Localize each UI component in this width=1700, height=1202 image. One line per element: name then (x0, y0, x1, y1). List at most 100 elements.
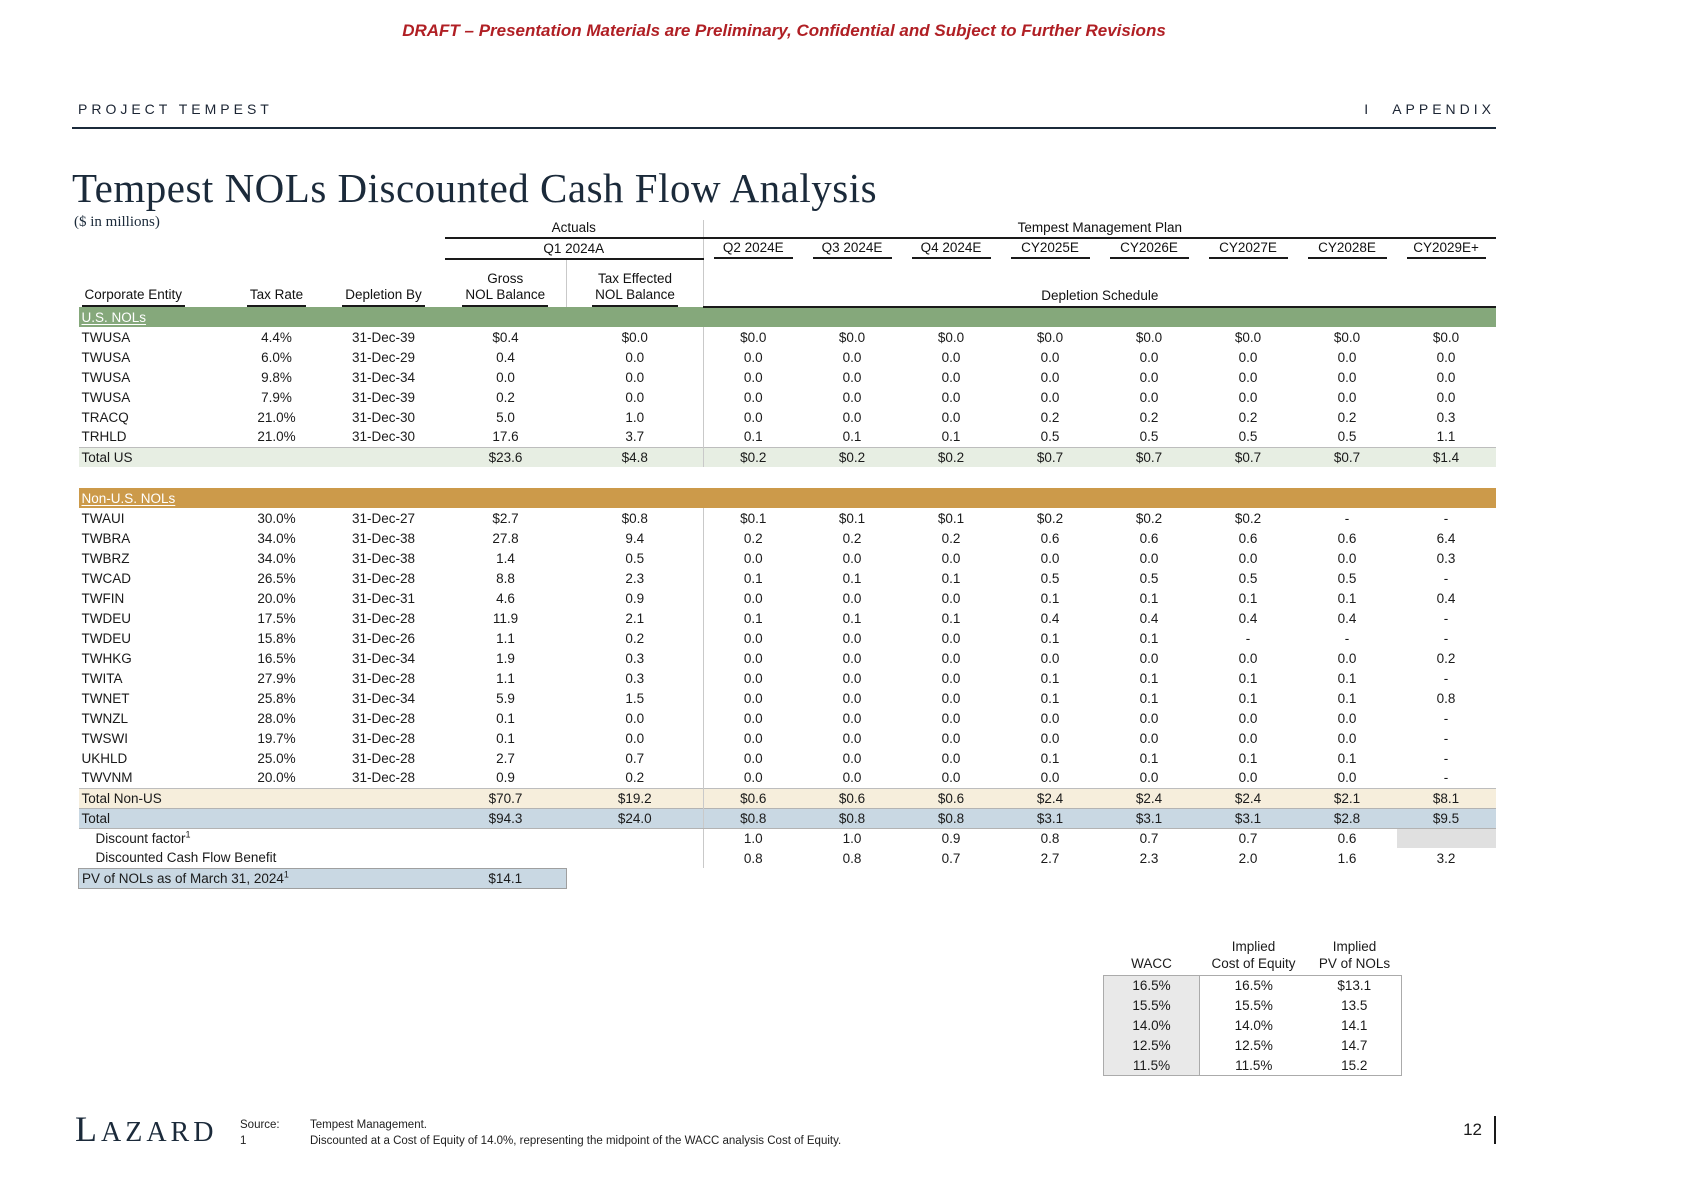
depletion-schedule-header: Depletion Schedule (702, 259, 1496, 308)
non-us-nol-row: TWDEU 15.8% 31-Dec-26 1.1 0.2 0.0 0.0 0.0 0.1 0.1… (79, 628, 1496, 648)
value-cell: 0.8 (703, 848, 803, 868)
value-cell: 0.0 (842, 690, 862, 706)
entity-cell: TWNZL (81, 710, 129, 726)
lazard-logo: LAZARD (75, 1109, 218, 1149)
value-cell: $0.6 (802, 787, 902, 808)
value-cell (445, 828, 567, 848)
page-title: Tempest NOLs Discounted Cash Flow Analys… (72, 165, 878, 211)
value-cell: 0.2 (1238, 409, 1258, 425)
value-cell: 31-Dec-29 (351, 349, 416, 365)
pv-of-nols-row: PV of NOLs as of March 31, 20241 $14.1 (78, 867, 1496, 889)
wacc-column-header: WACC (1131, 956, 1172, 971)
value-cell: 0.0 (842, 650, 862, 666)
value-cell: $2.4 (1099, 787, 1199, 808)
corporate-entity-header: Corporate Entity (79, 259, 231, 307)
value-cell: 31-Dec-28 (351, 610, 416, 626)
value-cell: 0.0 (941, 389, 961, 405)
spacer-cell (79, 238, 445, 259)
value-cell: 0.0 (941, 590, 961, 606)
value-cell: 0.1 (496, 730, 515, 746)
value-cell: 31-Dec-34 (351, 369, 416, 385)
value-cell: 0.9 (625, 590, 645, 606)
value-cell: 0.0 (842, 550, 862, 566)
value-cell: $0.7 (1297, 446, 1397, 467)
non-us-nol-row: TWCAD 26.5% 31-Dec-28 8.8 2.3 0.1 0.1 0.1 0.5 0.5… (79, 568, 1496, 588)
value-cell: 0.1 (842, 610, 862, 626)
value-cell: 4.4% (261, 329, 292, 345)
value-cell: - (1344, 630, 1350, 646)
value-cell (322, 787, 445, 808)
project-name: PROJECT TEMPEST (78, 101, 273, 117)
entity-cell: TWCAD (81, 570, 132, 586)
section-name: APPENDIX (1392, 101, 1495, 117)
period-header: CY2026E (1100, 238, 1199, 259)
value-cell: $0.0 (937, 329, 965, 345)
period-header: CY2028E (1298, 238, 1397, 259)
value-cell: 1.0 (625, 409, 645, 425)
dcf-benefit-row-label: Discounted Cash Flow Benefit (95, 850, 277, 866)
value-cell: 0.5 (625, 550, 645, 566)
value-cell: 31-Dec-28 (351, 730, 416, 746)
value-cell: 0.0 (941, 730, 961, 746)
value-cell: $0.2 (703, 446, 803, 467)
wacc-value: 15.5% (1103, 995, 1200, 1016)
value-cell: $0.7 (1000, 446, 1100, 467)
value-cell: 0.0 (1238, 349, 1258, 365)
value-cell: 0.1 (1139, 750, 1159, 766)
value-cell: 0.0 (842, 590, 862, 606)
gross-nol-balance-header: Gross NOL Balance (445, 259, 567, 307)
value-cell: 34.0% (257, 550, 296, 566)
value-cell: 0.0 (703, 367, 803, 387)
spacer-cell (79, 467, 1496, 488)
value-cell: 0.9 (941, 830, 961, 846)
value-cell: - (1245, 630, 1251, 646)
value-cell: 0.0 (842, 750, 862, 766)
value-cell (567, 848, 704, 868)
value-cell: 0.4 (1238, 610, 1258, 626)
value-cell: $0.2 (1036, 510, 1064, 526)
value-cell: 31-Dec-28 (351, 770, 416, 786)
pv-of-nols-value: 14.7 (1307, 1035, 1402, 1056)
value-cell: 11.9 (492, 610, 519, 626)
spacer-cell (79, 220, 445, 238)
value-cell: $0.7 (1198, 446, 1298, 467)
value-cell: 0.5 (1337, 429, 1357, 445)
entity-cell: TRACQ (81, 409, 129, 425)
value-cell: 0.6 (1238, 530, 1258, 546)
entity-cell: TWUSA (81, 389, 131, 405)
value-cell: 0.6 (1139, 530, 1159, 546)
value-cell: $3.1 (1198, 807, 1298, 829)
value-cell: $2.1 (1297, 787, 1397, 808)
value-cell: 0.0 (1337, 389, 1357, 405)
value-cell: 0.0 (941, 409, 961, 425)
value-cell: $0.6 (703, 787, 803, 808)
wacc-value: 11.5% (1103, 1055, 1200, 1076)
value-cell: 31-Dec-28 (351, 710, 416, 726)
us-nol-row: TWUSA 4.4% 31-Dec-39 $0.4 $0.0 $0.0 $0.0 $0.0 $0… (79, 327, 1496, 347)
value-cell: $0.7 (1099, 446, 1199, 467)
value-cell: 0.0 (1139, 650, 1159, 666)
non-us-nol-row: TWFIN 20.0% 31-Dec-31 4.6 0.9 0.0 0.0 0.0 0.1 0.1… (79, 588, 1496, 608)
value-cell: - (1443, 730, 1449, 746)
value-cell: 1.9 (496, 650, 515, 666)
value-cell: 0.0 (842, 369, 862, 385)
value-cell: 2.7 (496, 750, 515, 766)
value-cell: 0.4 (1139, 610, 1159, 626)
wacc-value: 16.5% (1103, 975, 1200, 996)
non-us-nol-row: TWITA 27.9% 31-Dec-28 1.1 0.3 0.0 0.0 0.0 0.1 0.1… (79, 668, 1496, 688)
value-cell: 0.0 (842, 630, 862, 646)
entity-cell: Total (78, 807, 231, 829)
non-us-nol-row: TWAUI 30.0% 31-Dec-27 $2.7 $0.8 $0.1 $0.1 $0.1 $… (79, 508, 1496, 528)
value-cell: 0.0 (1238, 650, 1258, 666)
entity-cell: TWUSA (81, 369, 131, 385)
value-cell: 0.0 (941, 550, 961, 566)
value-cell: $0.8 (621, 510, 648, 526)
value-cell: 0.2 (1139, 409, 1159, 425)
value-cell: $70.7 (444, 787, 567, 808)
value-cell: 0.0 (1337, 730, 1357, 746)
value-cell: 0.6 (1040, 530, 1060, 546)
value-cell: 0.0 (941, 710, 961, 726)
value-cell: 0.0 (703, 668, 803, 688)
value-cell: 0.1 (1040, 750, 1060, 766)
value-cell: $0.8 (802, 807, 902, 829)
